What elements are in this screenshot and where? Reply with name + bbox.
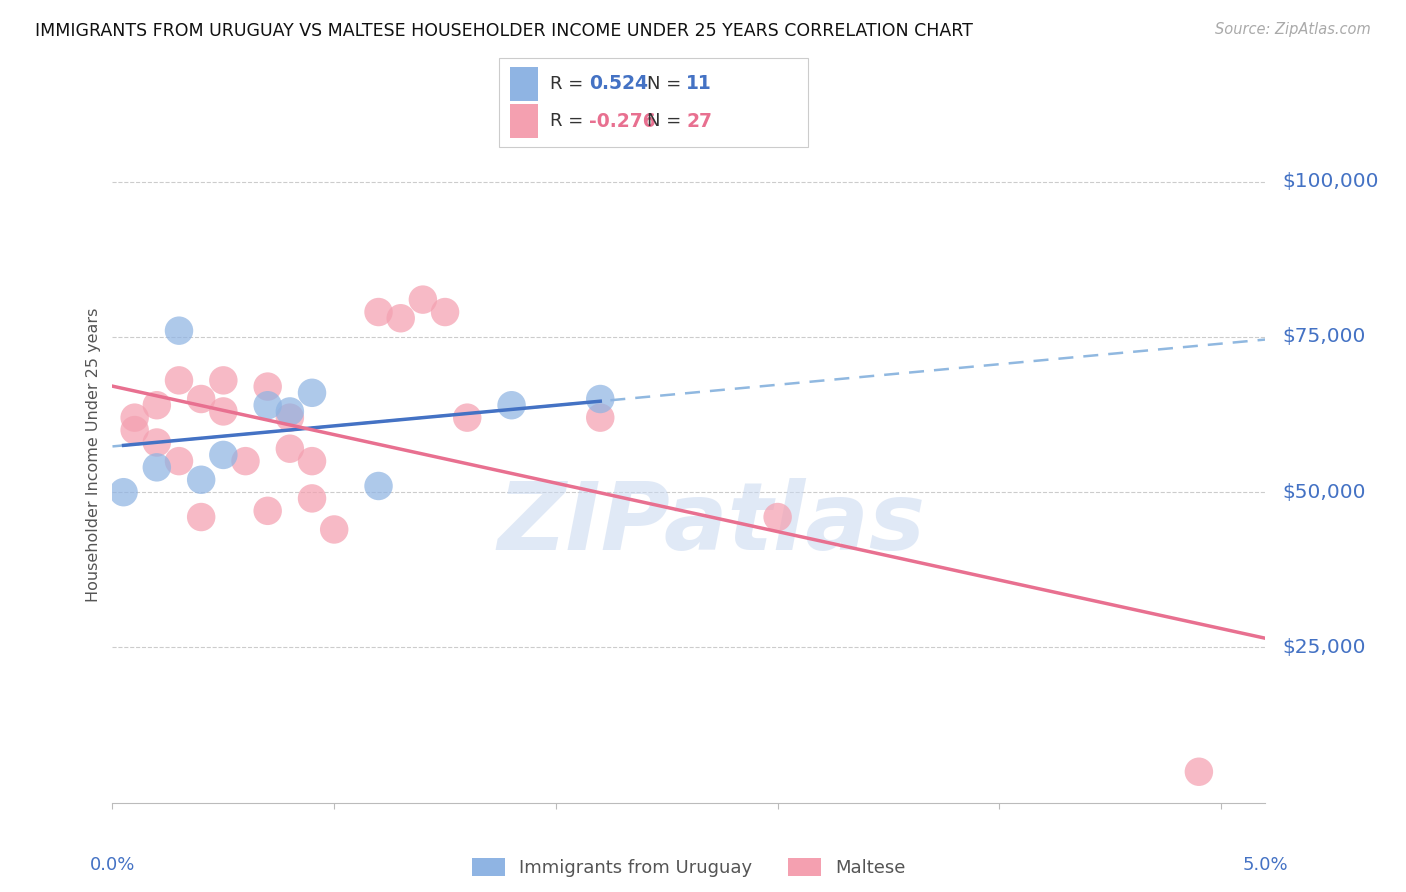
Text: N =: N = — [647, 112, 686, 130]
Text: R =: R = — [550, 112, 589, 130]
Point — [112, 485, 135, 500]
Point — [146, 460, 169, 475]
Point — [212, 448, 235, 462]
Text: ZIPatlas: ZIPatlas — [498, 478, 927, 571]
Y-axis label: Householder Income Under 25 years: Householder Income Under 25 years — [86, 308, 101, 602]
Text: 0.0%: 0.0% — [90, 855, 135, 873]
Text: R =: R = — [550, 75, 589, 93]
Point — [212, 373, 235, 387]
Text: N =: N = — [647, 75, 686, 93]
Text: 27: 27 — [686, 112, 711, 131]
Point — [256, 398, 278, 412]
Text: -0.276: -0.276 — [589, 112, 655, 131]
Point — [367, 479, 389, 493]
Text: IMMIGRANTS FROM URUGUAY VS MALTESE HOUSEHOLDER INCOME UNDER 25 YEARS CORRELATION: IMMIGRANTS FROM URUGUAY VS MALTESE HOUSE… — [35, 22, 973, 40]
Text: $100,000: $100,000 — [1282, 172, 1379, 191]
Point — [146, 398, 169, 412]
Point — [146, 435, 169, 450]
Point — [167, 324, 190, 338]
Point — [278, 410, 301, 425]
Point — [278, 442, 301, 456]
Point — [278, 404, 301, 418]
Point — [167, 373, 190, 387]
Text: 0.524: 0.524 — [589, 74, 648, 94]
Point — [301, 491, 323, 506]
Point — [501, 398, 523, 412]
Point — [212, 404, 235, 418]
Text: $25,000: $25,000 — [1282, 638, 1367, 657]
Text: $75,000: $75,000 — [1282, 327, 1367, 346]
Text: Source: ZipAtlas.com: Source: ZipAtlas.com — [1215, 22, 1371, 37]
Text: 11: 11 — [686, 74, 711, 94]
Point — [167, 454, 190, 468]
Point — [301, 454, 323, 468]
Point — [124, 423, 146, 437]
Point — [235, 454, 257, 468]
Point — [456, 410, 478, 425]
Point — [589, 392, 612, 406]
Point — [301, 385, 323, 400]
Point — [412, 293, 434, 307]
Point — [323, 523, 346, 537]
Point — [1188, 764, 1211, 779]
Text: $50,000: $50,000 — [1282, 483, 1367, 501]
Point — [389, 311, 412, 326]
Point — [256, 379, 278, 393]
Legend: Immigrants from Uruguay, Maltese: Immigrants from Uruguay, Maltese — [465, 850, 912, 884]
Point — [589, 410, 612, 425]
Point — [124, 410, 146, 425]
Point — [256, 504, 278, 518]
Point — [434, 305, 457, 319]
Point — [367, 305, 389, 319]
Point — [190, 473, 212, 487]
Point — [766, 510, 789, 524]
Point — [190, 392, 212, 406]
Point — [190, 510, 212, 524]
Text: 5.0%: 5.0% — [1243, 855, 1288, 873]
